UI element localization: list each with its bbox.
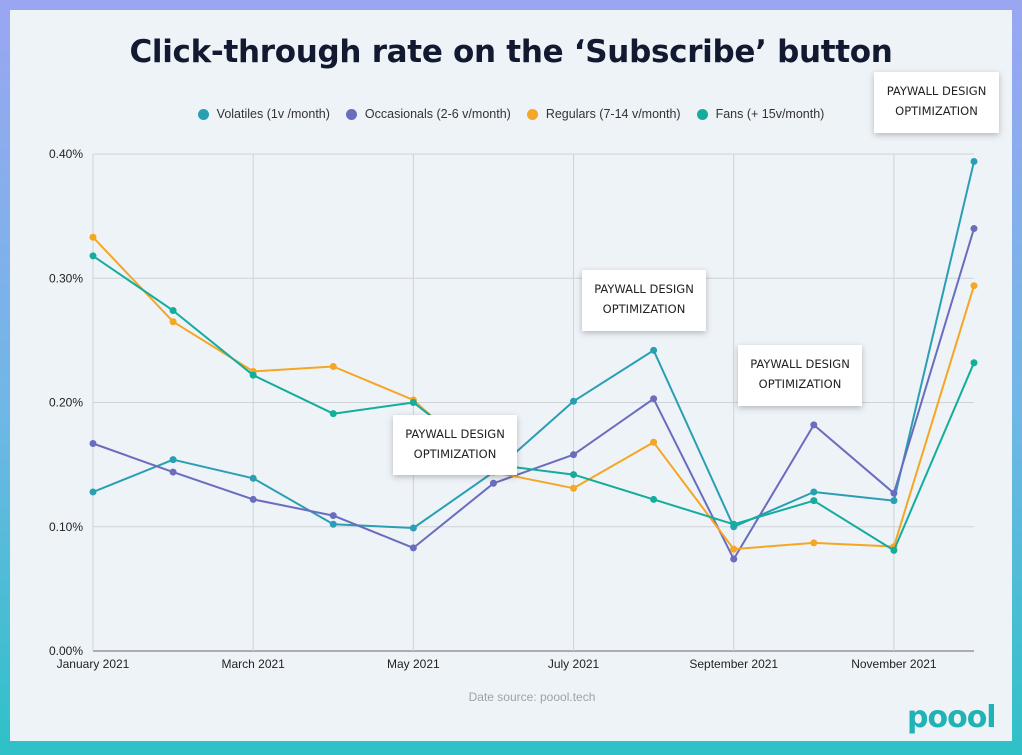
series-line xyxy=(92,161,975,529)
x-tick-label: November 2021 xyxy=(851,657,937,671)
annotation-box: PAYWALL DESIGN OPTIMIZATION xyxy=(582,270,706,331)
data-point xyxy=(970,225,978,233)
annotation-line: OPTIMIZATION xyxy=(758,377,842,391)
annotation-line: PAYWALL DESIGN xyxy=(886,84,987,98)
y-tick-label: 0.40% xyxy=(49,147,83,161)
data-point xyxy=(89,233,97,241)
data-source-note: Date source: poool.tech xyxy=(468,690,596,704)
data-point xyxy=(970,282,978,290)
data-point xyxy=(329,410,337,418)
chart-title: Click-through rate on the ‘Subscribe’ bu… xyxy=(129,34,893,70)
data-point xyxy=(570,397,578,405)
data-point xyxy=(169,456,177,464)
data-point xyxy=(409,399,417,406)
annotation-box: PAYWALL DESIGN OPTIMIZATION xyxy=(874,72,999,133)
legend-marker xyxy=(197,108,209,120)
data-point xyxy=(650,346,658,354)
annotation-box: PAYWALL DESIGN OPTIMIZATION xyxy=(738,345,862,406)
data-point xyxy=(970,359,978,367)
legend-marker xyxy=(526,108,538,120)
legend-item-volatiles[interactable]: Volatiles (1v /month) xyxy=(197,107,330,121)
x-tick-label: May 2021 xyxy=(387,657,440,671)
x-tick-label: January 2021 xyxy=(57,657,130,671)
y-tick-label: 0.30% xyxy=(49,271,83,285)
legend: Volatiles (1v /month) Occasionals (2-6 v… xyxy=(0,107,1022,121)
y-tick-label: 0.20% xyxy=(49,396,83,410)
series-line xyxy=(92,255,975,552)
data-point xyxy=(249,474,257,482)
x-tick-label: September 2021 xyxy=(689,657,778,671)
data-point xyxy=(169,318,177,326)
data-point xyxy=(970,157,978,165)
legend-label: Volatiles (1v /month) xyxy=(216,107,330,121)
data-point xyxy=(810,488,818,496)
data-point xyxy=(169,307,177,315)
legend-label: Fans (+ 15v/month) xyxy=(715,107,825,121)
annotation-line: PAYWALL DESIGN xyxy=(594,282,694,296)
y-tick-label: 0.10% xyxy=(49,520,83,534)
data-point xyxy=(890,497,898,505)
legend-marker xyxy=(345,108,357,120)
series-3 xyxy=(89,252,978,554)
data-point xyxy=(249,495,257,503)
data-point xyxy=(329,512,337,520)
data-point xyxy=(570,484,578,492)
data-point xyxy=(730,545,738,553)
annotation-line: PAYWALL DESIGN xyxy=(405,427,505,441)
series-0 xyxy=(89,157,978,532)
data-point xyxy=(89,252,97,260)
data-point xyxy=(489,479,497,487)
legend-label: Regulars (7-14 v/month) xyxy=(545,107,681,121)
annotation-line: OPTIMIZATION xyxy=(895,104,978,118)
legend-item-occasionals[interactable]: Occasionals (2-6 v/month) xyxy=(345,107,511,121)
data-point xyxy=(249,371,257,379)
data-point xyxy=(89,440,97,448)
data-point xyxy=(169,468,177,476)
data-point xyxy=(650,495,658,503)
data-point xyxy=(810,421,818,429)
data-point xyxy=(650,438,658,446)
annotation-box: PAYWALL DESIGN OPTIMIZATION xyxy=(393,415,517,475)
data-point xyxy=(570,451,578,459)
annotation-line: OPTIMIZATION xyxy=(602,302,686,316)
x-tick-label: March 2021 xyxy=(221,657,285,671)
legend-item-regulars[interactable]: Regulars (7-14 v/month) xyxy=(526,107,681,121)
data-point xyxy=(329,520,337,528)
legend-marker xyxy=(696,108,708,120)
data-point xyxy=(730,555,738,563)
poool-logo[interactable]: poool xyxy=(907,700,997,735)
data-point xyxy=(810,539,818,547)
data-point xyxy=(409,524,417,532)
data-point xyxy=(409,544,417,552)
x-tick-label: July 2021 xyxy=(548,657,600,671)
data-point xyxy=(650,395,658,403)
data-point xyxy=(89,488,97,496)
data-point xyxy=(329,362,337,370)
annotation-line: PAYWALL DESIGN xyxy=(750,357,850,371)
series-line xyxy=(92,236,975,551)
data-point xyxy=(810,497,818,505)
data-point xyxy=(890,489,898,497)
data-point xyxy=(730,520,738,528)
legend-label: Occasionals (2-6 v/month) xyxy=(364,107,511,121)
legend-item-fans[interactable]: Fans (+ 15v/month) xyxy=(696,107,825,121)
data-point xyxy=(890,546,898,554)
data-point xyxy=(570,471,578,479)
annotation-line: OPTIMIZATION xyxy=(413,447,497,461)
y-tick-label: 0.00% xyxy=(49,644,83,658)
